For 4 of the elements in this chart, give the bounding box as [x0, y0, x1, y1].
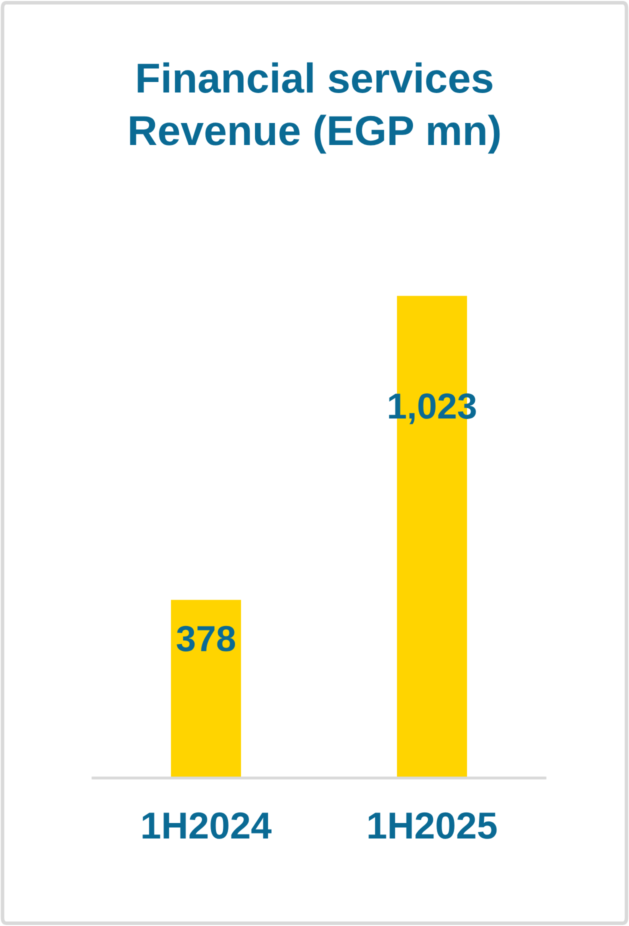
- x-tick-label: 1H2024: [142, 812, 272, 839]
- x-tick-label: 1H2025: [368, 812, 497, 839]
- chart-title: Financial services Revenue (EGP mn): [130, 62, 500, 154]
- data-label: 378: [176, 626, 236, 652]
